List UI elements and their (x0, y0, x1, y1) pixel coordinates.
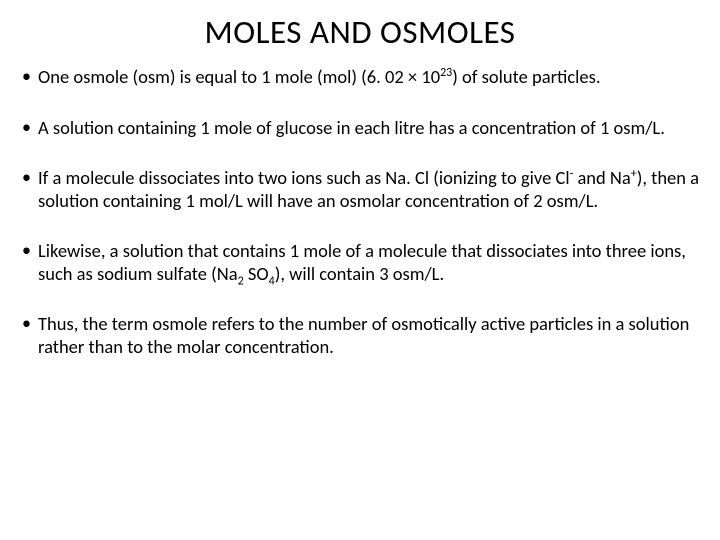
bullet-item-5: Thus, the term osmole refers to the numb… (20, 313, 700, 358)
bullet-item-3: If a molecule dissociates into two ions … (20, 167, 700, 212)
bullet-item-2: A solution containing 1 mole of glucose … (20, 117, 700, 140)
slide: MOLES AND OSMOLES One osmole (osm) is eq… (0, 0, 720, 540)
text-fragment: ), will contain 3 osm/L. (275, 262, 444, 285)
superscript: 23 (440, 66, 452, 80)
bullet-item-4: Likewise, a solution that contains 1 mol… (20, 240, 700, 285)
text-fragment: and Na (573, 166, 630, 189)
bullet-item-1: One osmole (osm) is equal to 1 mole (mol… (20, 66, 700, 89)
text-fragment: If a molecule dissociates into two ions … (38, 166, 570, 189)
bullet-list: One osmole (osm) is equal to 1 mole (mol… (20, 66, 700, 359)
text-fragment: SO (244, 262, 269, 285)
text-fragment: One osmole (osm) is equal to 1 mole (mol… (38, 65, 440, 88)
text-fragment: ) of solute particles. (452, 65, 600, 88)
slide-title: MOLES AND OSMOLES (20, 12, 700, 52)
